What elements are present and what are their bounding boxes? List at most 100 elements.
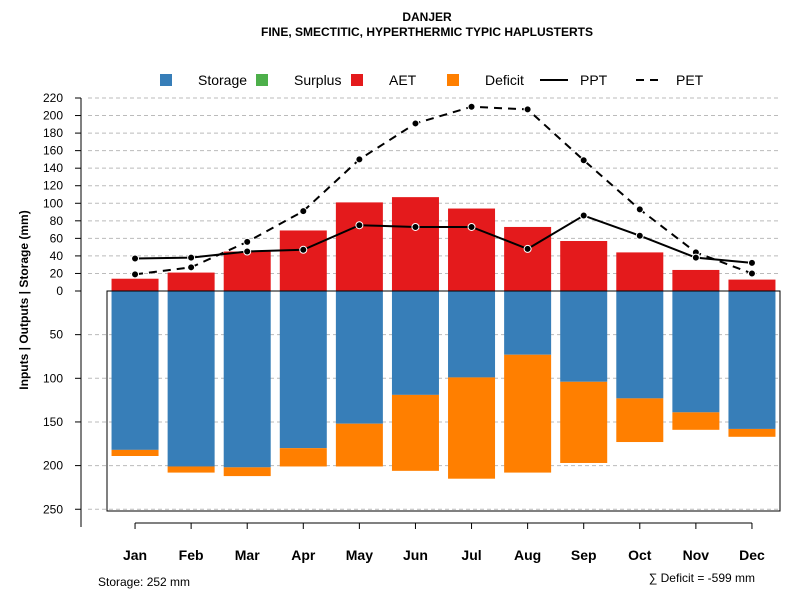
ppt-point [579,211,588,220]
deficit-bar [391,394,439,471]
aet-bar [167,272,215,291]
pet-point [131,270,140,279]
y-tick-label: 200 [43,109,63,123]
ppt-point [691,253,700,262]
aet-bar [279,230,327,291]
y-axis-label: Inputs | Outputs | Storage (mm) [17,210,31,389]
y-tick-label: 140 [43,161,63,175]
ppt-point [131,254,140,263]
ppt-point [299,245,308,254]
pet-point [523,105,532,114]
y-tick-label: 80 [50,214,64,228]
pet-point [579,156,588,165]
storage-bar [448,291,496,378]
y-tick-label: 40 [50,249,64,263]
y-tick-label: 160 [43,144,63,158]
deficit-bar [223,467,271,477]
x-tick-label: Dec [739,547,765,563]
pet-point [187,263,196,272]
legend-swatch [447,74,459,86]
legend-swatch [160,74,172,86]
x-tick-label: Feb [179,547,204,563]
aet-bar [504,226,552,291]
deficit-bar [279,448,327,467]
x-tick-label: Jun [403,547,428,563]
storage-bar [223,291,271,468]
x-tick-label: May [346,547,373,563]
series-lines [131,102,756,279]
deficit-note: ∑ Deficit = -599 mm [649,571,755,585]
aet-bar [111,278,159,291]
ppt-point [187,253,196,262]
storage-bar [672,291,720,413]
y-tick-label: 220 [43,91,63,105]
legend-label: Deficit [485,72,524,88]
ppt-point [635,231,644,240]
x-tick-label: Nov [683,547,710,563]
y-tick-label: 50 [50,328,64,342]
storage-bar [391,291,439,395]
deficit-bar [616,398,664,443]
axes: 2202001801601401201008060402005010015020… [43,91,765,563]
y-tick-label: 250 [43,502,63,516]
x-tick-label: Apr [291,547,316,563]
x-tick-label: Mar [235,547,260,563]
aet-bar [728,279,776,291]
aet-bar [560,240,608,291]
x-tick-label: Sep [571,547,597,563]
y-tick-label: 20 [50,266,64,280]
storage-bar [504,291,552,355]
storage-bar [167,291,215,467]
legend-label: Surplus [294,72,341,88]
y-tick-label: 60 [50,231,64,245]
deficit-bar [672,412,720,430]
ppt-point [243,247,252,256]
deficit-bar [448,377,496,479]
storage-bar [279,291,327,449]
y-tick-label: 200 [43,459,63,473]
legend-swatch [351,74,363,86]
pet-point [355,155,364,164]
x-tick-label: Aug [514,547,541,563]
legend-label: PPT [580,72,608,88]
ppt-line [135,214,753,264]
chart-title: DANJER [402,10,452,24]
pet-line [134,105,753,276]
pet-point [747,269,756,278]
deficit-bar [335,423,383,467]
chart-subtitle: FINE, SMECTITIC, HYPERTHERMIC TYPIC HAPL… [261,25,593,39]
y-tick-label: 150 [43,415,63,429]
aet-bar [335,202,383,291]
legend-label: AET [389,72,417,88]
aet-bar [391,197,439,291]
legend-label: Storage [198,72,247,88]
bars [106,197,781,512]
aet-bar [448,208,496,291]
y-tick-label: 100 [43,196,63,210]
aet-bar [672,269,720,291]
x-tick-label: Jul [461,547,481,563]
ppt-point [355,221,364,230]
aet-bar [616,252,664,291]
legend-label: PET [676,72,704,88]
y-tick-label: 100 [43,371,63,385]
legend: Storage Surplus AET Deficit PPT PET [160,72,704,88]
deficit-bar [167,466,215,473]
aet-bar [223,251,271,291]
x-tick-label: Oct [628,547,652,563]
pet-point [299,207,308,216]
deficit-bar [111,449,159,456]
storage-note: Storage: 252 mm [98,575,190,589]
y-tick-label: 180 [43,126,63,140]
storage-bar [335,291,383,424]
storage-bar [728,291,776,429]
storage-bar [616,291,664,399]
deficit-bar [728,428,776,437]
storage-bar [560,291,608,382]
storage-bar [111,291,159,450]
ppt-point [523,244,532,253]
y-tick-label: 0 [56,284,63,298]
ppt-point [747,258,756,267]
pet-point [635,205,644,214]
